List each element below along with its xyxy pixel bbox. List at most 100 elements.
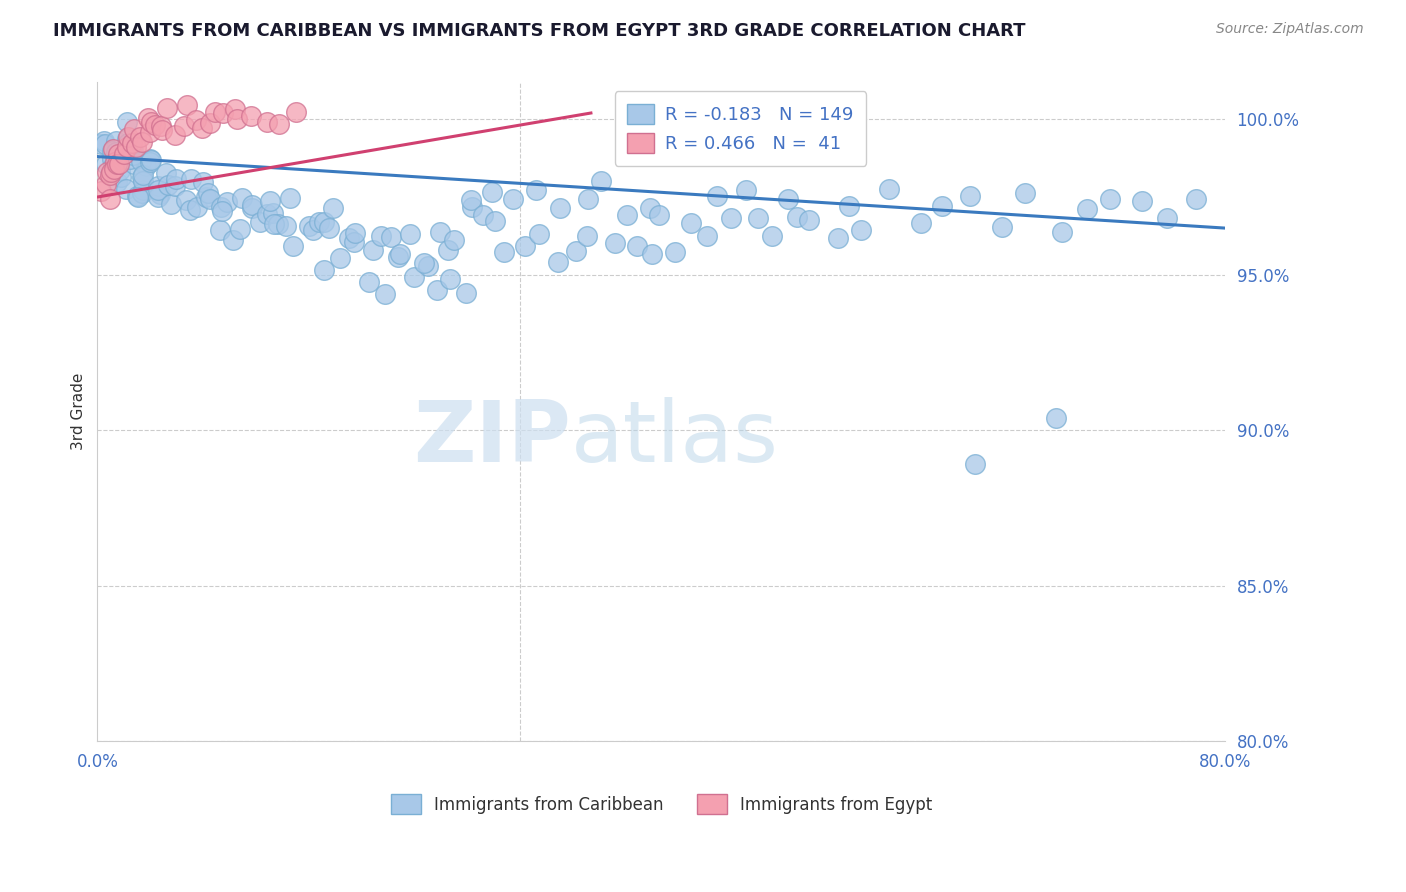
Point [388, 247, 411, 261]
Point [211, 200, 233, 214]
Point [110, 169, 132, 184]
Point [96, 156, 118, 170]
Point [90, 184, 112, 198]
Point [879, 182, 901, 196]
Point [778, 192, 800, 206]
Point [931, 199, 953, 213]
Point [229, 222, 252, 236]
Point [314, 263, 336, 277]
Point [720, 211, 742, 225]
Point [112, 147, 135, 161]
Point [108, 157, 131, 171]
Point [139, 114, 162, 128]
Point [150, 123, 173, 137]
Point [443, 233, 465, 247]
Point [155, 101, 177, 115]
Point [849, 223, 872, 237]
Point [135, 159, 157, 173]
Point [664, 245, 686, 260]
Point [318, 221, 340, 235]
Point [494, 244, 516, 259]
Point [648, 208, 671, 222]
Point [481, 185, 503, 199]
Point [138, 152, 160, 166]
Point [195, 190, 218, 204]
Point [312, 215, 335, 229]
Point [1050, 225, 1073, 239]
Point [100, 144, 122, 158]
Point [131, 186, 153, 200]
Point [108, 153, 131, 168]
Point [502, 192, 524, 206]
Point [337, 230, 360, 244]
Point [370, 229, 392, 244]
Point [298, 219, 321, 233]
Point [1156, 211, 1178, 226]
Point [122, 157, 145, 171]
Text: IMMIGRANTS FROM CARIBBEAN VS IMMIGRANTS FROM EGYPT 3RD GRADE CORRELATION CHART: IMMIGRANTS FROM CARIBBEAN VS IMMIGRANTS … [53, 22, 1026, 40]
Point [96, 164, 118, 178]
Point [308, 214, 330, 228]
Point [1098, 192, 1121, 206]
Point [103, 142, 125, 156]
Point [90, 137, 112, 152]
Point [100, 164, 122, 178]
Point [413, 255, 436, 269]
Point [256, 207, 278, 221]
Point [176, 98, 198, 112]
Point [471, 208, 494, 222]
Point [103, 162, 125, 177]
Point [436, 243, 458, 257]
Point [108, 163, 131, 178]
Point [184, 113, 207, 128]
Text: atlas: atlas [571, 397, 779, 480]
Point [191, 121, 214, 136]
Point [565, 244, 588, 258]
Point [527, 227, 550, 241]
Point [104, 145, 127, 160]
Point [117, 136, 139, 151]
Point [460, 200, 482, 214]
Point [174, 193, 197, 207]
Point [117, 130, 139, 145]
Point [576, 192, 599, 206]
Point [108, 149, 131, 163]
Point [115, 182, 138, 196]
Point [240, 201, 263, 215]
Point [94, 136, 117, 151]
Point [198, 192, 221, 206]
Point [131, 169, 153, 184]
Point [132, 168, 155, 182]
Point [638, 201, 661, 215]
Point [149, 120, 172, 134]
Point [222, 233, 245, 247]
Point [747, 211, 769, 226]
Point [215, 195, 238, 210]
Point [127, 190, 149, 204]
Point [141, 153, 163, 168]
Point [1014, 186, 1036, 201]
Point [959, 188, 981, 202]
Point [193, 175, 215, 189]
Y-axis label: 3rd Grade: 3rd Grade [72, 373, 86, 450]
Point [146, 190, 169, 204]
Point [132, 173, 155, 187]
Point [838, 199, 860, 213]
Point [329, 252, 352, 266]
Text: Source: ZipAtlas.com: Source: ZipAtlas.com [1216, 22, 1364, 37]
Point [640, 246, 662, 260]
Point [547, 254, 569, 268]
Point [284, 104, 307, 119]
Point [132, 183, 155, 197]
Point [98, 192, 121, 206]
Point [991, 219, 1014, 234]
Point [98, 168, 121, 182]
Point [240, 109, 263, 123]
Point [179, 202, 201, 217]
Point [513, 238, 536, 252]
Point [706, 188, 728, 202]
Point [681, 216, 703, 230]
Point [211, 203, 233, 218]
Point [157, 178, 180, 193]
Point [200, 115, 222, 129]
